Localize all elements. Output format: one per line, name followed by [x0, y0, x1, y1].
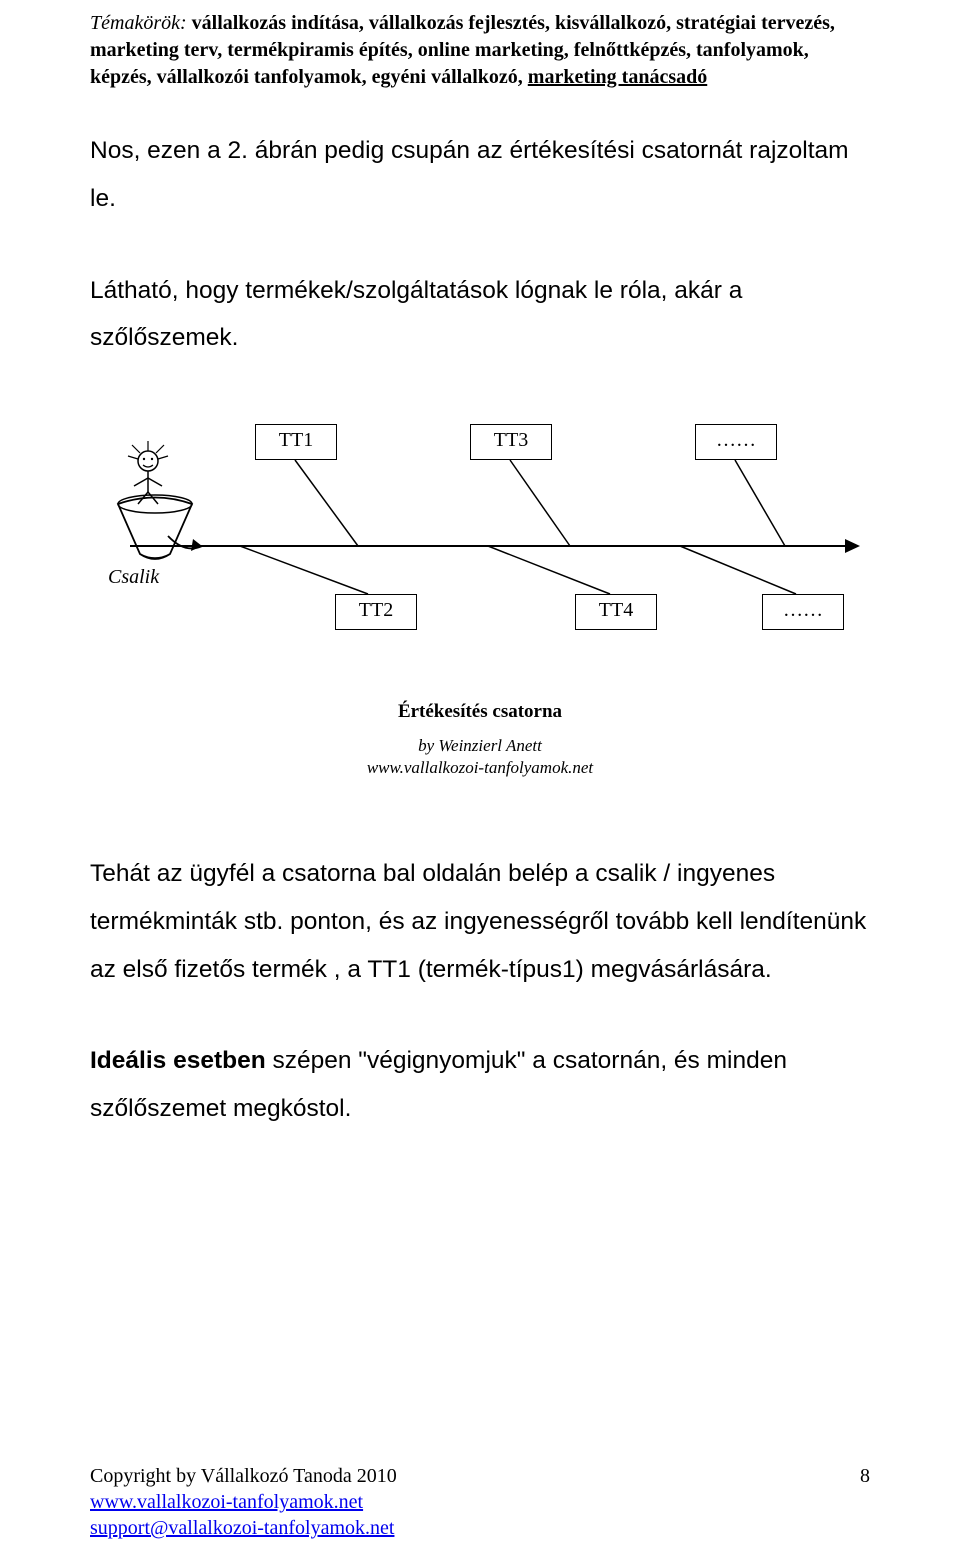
paragraph-2: Látható, hogy termékek/szolgáltatások ló…	[90, 267, 870, 363]
footer-copyright: Copyright by Vállalkozó Tanoda 2010	[90, 1463, 870, 1489]
diagram-caption-by: by Weinzierl Anett	[90, 736, 870, 756]
paragraph-1: Nos, ezen a 2. ábrán pedig csupán az ért…	[90, 127, 870, 223]
footer-email-link[interactable]: support@vallalkozoi-tanfolyamok.net	[90, 1517, 394, 1539]
page-number: 8	[860, 1463, 870, 1489]
header-topics-underline: marketing tanácsadó	[528, 66, 707, 88]
node-tt2: TT2	[335, 594, 417, 630]
header-label: Témakörök:	[90, 12, 192, 34]
stick-label: Csalik	[108, 566, 159, 589]
node-tt4: TT4	[575, 594, 657, 630]
paragraph-3: Tehát az ügyfél a csatorna bal oldalán b…	[90, 850, 870, 993]
header-topics: Témakörök: vállalkozás indítása, vállalk…	[90, 10, 870, 91]
p4-bold: Ideális esetben	[90, 1047, 266, 1074]
node-tt3: TT3	[470, 424, 552, 460]
node-dots-top: ……	[695, 424, 777, 460]
diagram-caption-url: www.vallalkozoi-tanfolyamok.net	[90, 758, 870, 778]
diagram-caption-title: Értékesítés csatorna	[90, 701, 870, 723]
paragraph-4: Ideális esetben szépen "végignyomjuk" a …	[90, 1037, 870, 1133]
footer-url-link[interactable]: www.vallalkozoi-tanfolyamok.net	[90, 1491, 363, 1513]
node-tt1: TT1	[255, 424, 337, 460]
page-footer: Copyright by Vállalkozó Tanoda 2010 www.…	[90, 1463, 870, 1541]
node-dots-bottom: ……	[762, 594, 844, 630]
sales-channel-diagram: TT1 TT2 TT3 TT4 …… …… Csalik Értékesítés…	[90, 406, 870, 806]
header-topics-text: vállalkozás indítása, vállalkozás fejles…	[90, 12, 835, 88]
